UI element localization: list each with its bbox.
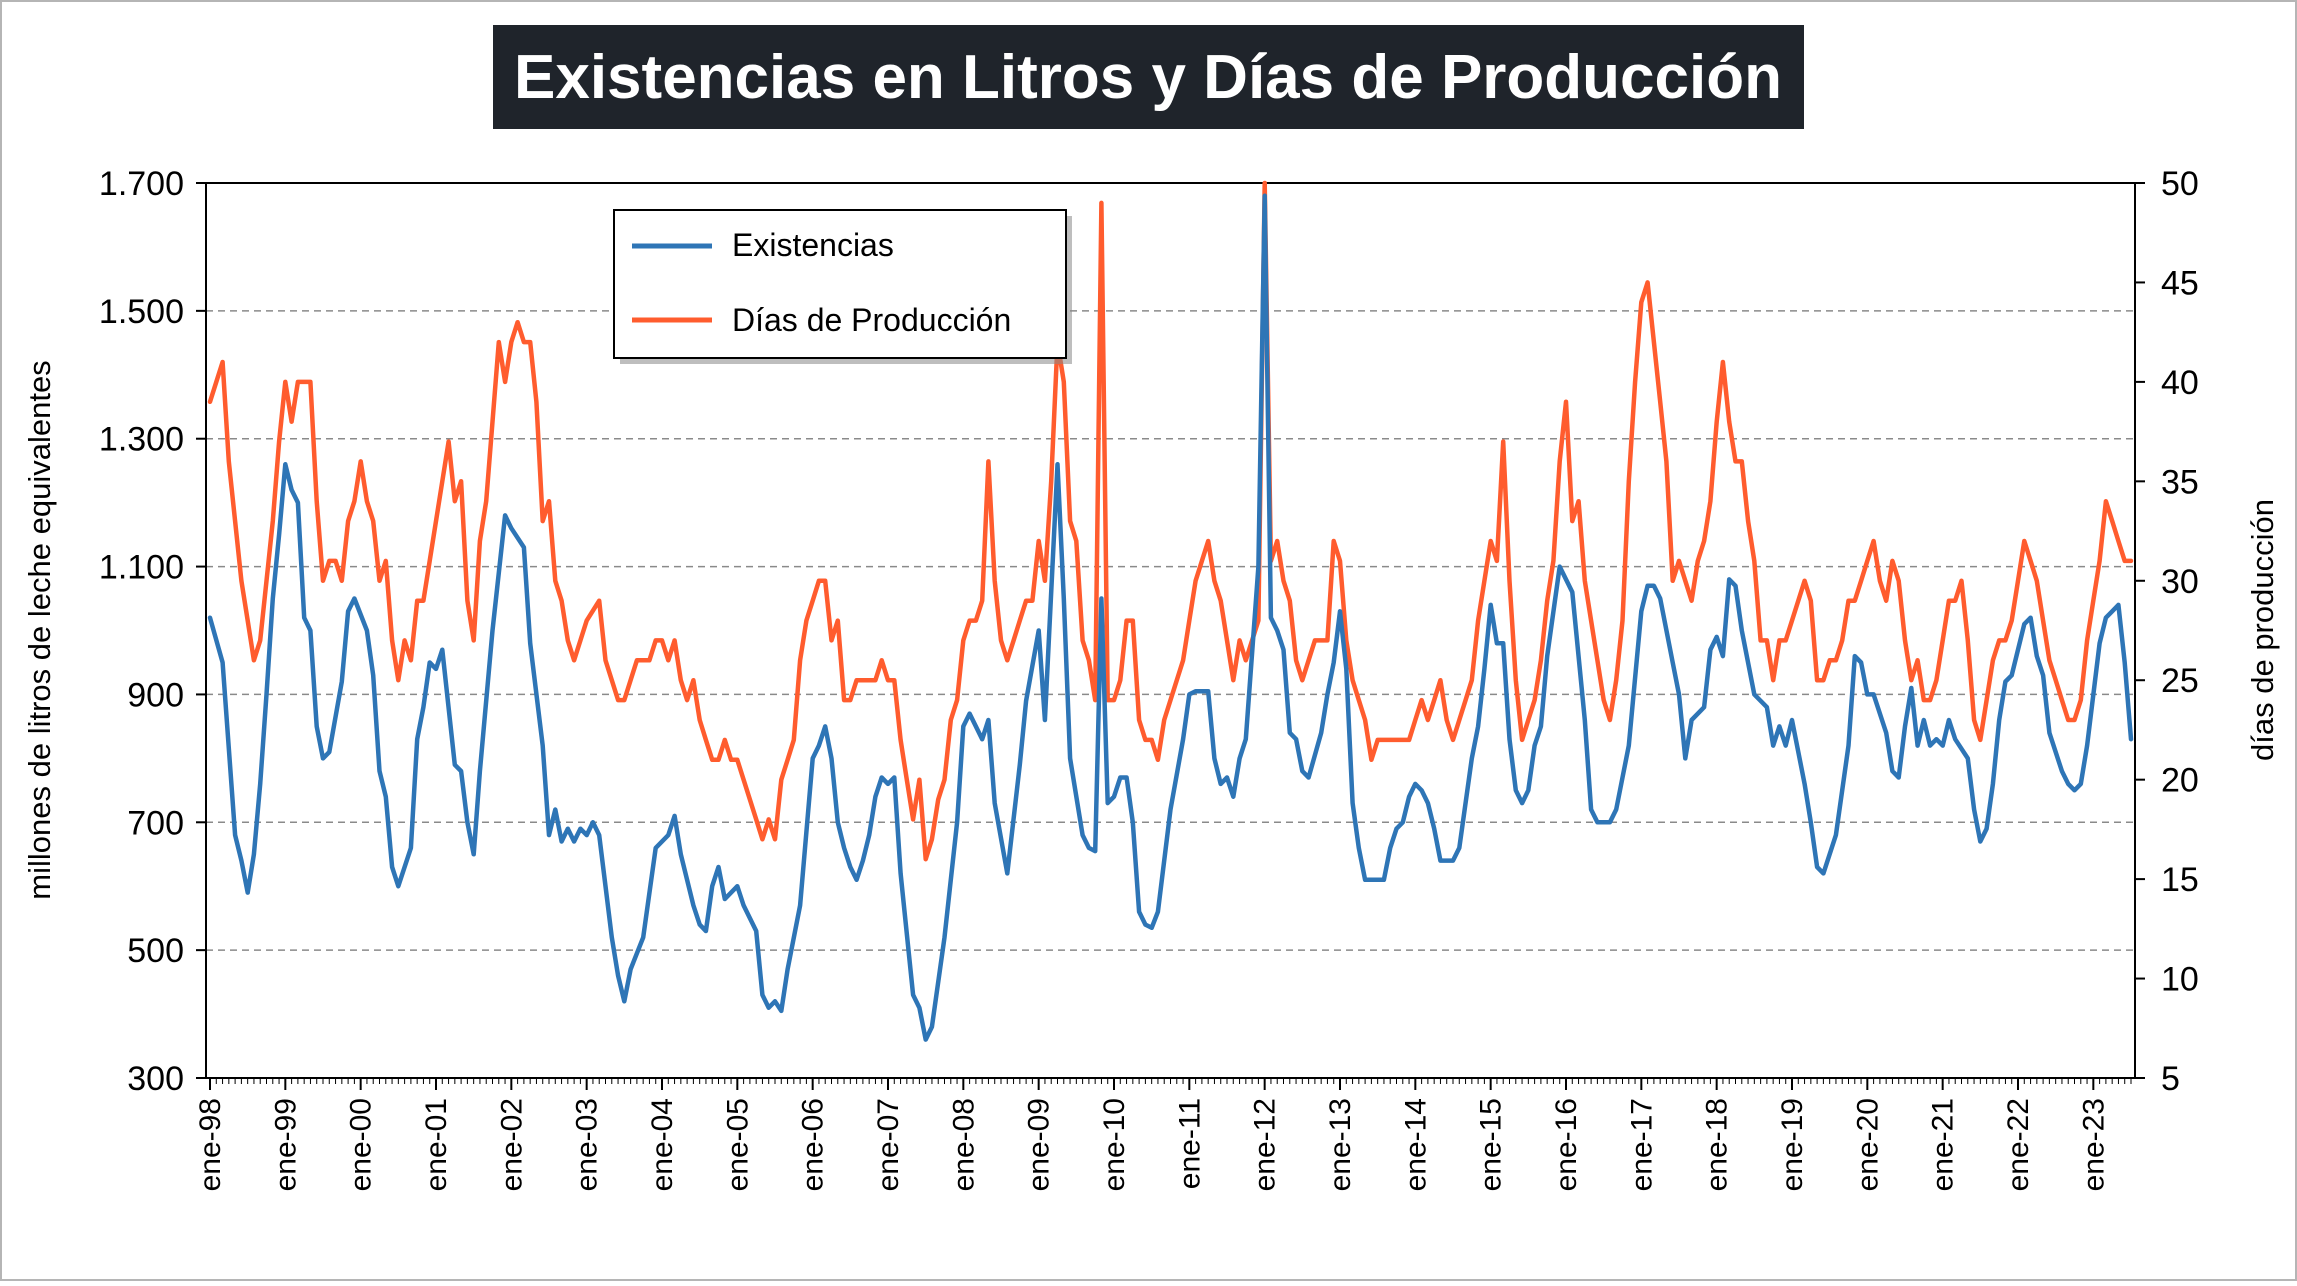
x-axis-tick-label: ene-13 <box>1324 1098 1357 1191</box>
x-axis-tick-label: ene-23 <box>2077 1098 2110 1191</box>
x-axis-tick-label: ene-16 <box>1550 1098 1583 1191</box>
x-axis-tick-label: ene-17 <box>1625 1098 1658 1191</box>
left-axis-tick-label: 500 <box>127 932 184 970</box>
x-axis-tick-label: ene-08 <box>947 1098 980 1191</box>
right-axis-tick-label: 5 <box>2161 1060 2180 1098</box>
legend: Existencias Días de Producción <box>613 209 1072 364</box>
x-axis-tick-label: ene-18 <box>1701 1098 1734 1191</box>
x-axis-tick-label: ene-99 <box>269 1098 302 1191</box>
x-axis-tick-label: ene-07 <box>872 1098 905 1191</box>
left-axis-label: millones de litros de leche equivalentes <box>22 360 57 899</box>
series-layer <box>207 180 2134 1042</box>
right-axis-label: días de producción <box>2245 499 2280 761</box>
left-axis-tick-label: 1.500 <box>99 293 184 331</box>
right-axis-tick-label: 50 <box>2161 165 2199 203</box>
right-axis-tick-label: 30 <box>2161 563 2199 601</box>
x-axis-tick-label: ene-12 <box>1249 1098 1282 1191</box>
x-axis-tick-label: ene-11 <box>1173 1098 1206 1189</box>
right-axis-tick-label: 10 <box>2161 961 2199 999</box>
x-axis-tick-label: ene-04 <box>646 1098 679 1191</box>
chart-title: Existencias en Litros y Días de Producci… <box>514 43 1782 112</box>
left-axis-tick-label: 700 <box>127 804 184 842</box>
title-box <box>493 25 1804 129</box>
legend-label-dias: Días de Producción <box>732 302 1011 338</box>
x-axis-tick-label: ene-21 <box>1927 1098 1960 1191</box>
x-axis-tick-label: ene-05 <box>721 1098 754 1191</box>
x-axis-tick-label: ene-10 <box>1098 1098 1131 1191</box>
legend-label-existencias: Existencias <box>732 227 894 263</box>
x-axis-tick-label: ene-22 <box>2002 1098 2035 1191</box>
right-axis-tick-label: 20 <box>2161 762 2199 800</box>
x-axis-tick-label: ene-15 <box>1475 1098 1508 1191</box>
left-axis: 300 500 700 900 1.100 1.300 1.500 1.700 <box>99 165 206 1098</box>
series-line-existencias <box>207 193 2134 1042</box>
x-axis-tick-label: ene-09 <box>1023 1098 1056 1191</box>
x-axis-tick-label: ene-98 <box>194 1098 227 1191</box>
left-axis-tick-label: 1.700 <box>99 165 184 203</box>
x-axis-tick-label: ene-01 <box>420 1098 453 1191</box>
left-axis-tick-label: 1.100 <box>99 549 184 587</box>
x-axis-tick-label: ene-00 <box>345 1098 378 1191</box>
right-axis-tick-label: 45 <box>2161 264 2199 302</box>
right-axis: 5 10 15 20 25 30 35 40 45 50 <box>2135 165 2199 1098</box>
left-axis-tick-label: 300 <box>127 1060 184 1098</box>
x-axis-tick-label: ene-20 <box>1851 1098 1884 1191</box>
legend-box <box>613 209 1067 359</box>
series-line-dias-de-produccion <box>207 180 2134 862</box>
x-axis: ene-98 ene-99 ene-00 ene-01 ene-02 ene-03 ene-… <box>194 1078 2132 1191</box>
x-axis-tick-label: ene-03 <box>571 1098 604 1191</box>
right-axis-tick-label: 25 <box>2161 662 2199 700</box>
left-axis-tick-label: 1.300 <box>99 421 184 459</box>
x-axis-tick-label: ene-19 <box>1776 1098 1809 1191</box>
x-axis-tick-label: ene-02 <box>495 1098 528 1191</box>
left-axis-tick-label: 900 <box>127 676 184 714</box>
x-axis-tick-label: ene-06 <box>797 1098 830 1191</box>
right-axis-tick-label: 15 <box>2161 861 2199 899</box>
right-axis-tick-label: 35 <box>2161 463 2199 501</box>
x-axis-tick-label: ene-14 <box>1399 1098 1432 1191</box>
right-axis-tick-label: 40 <box>2161 364 2199 402</box>
